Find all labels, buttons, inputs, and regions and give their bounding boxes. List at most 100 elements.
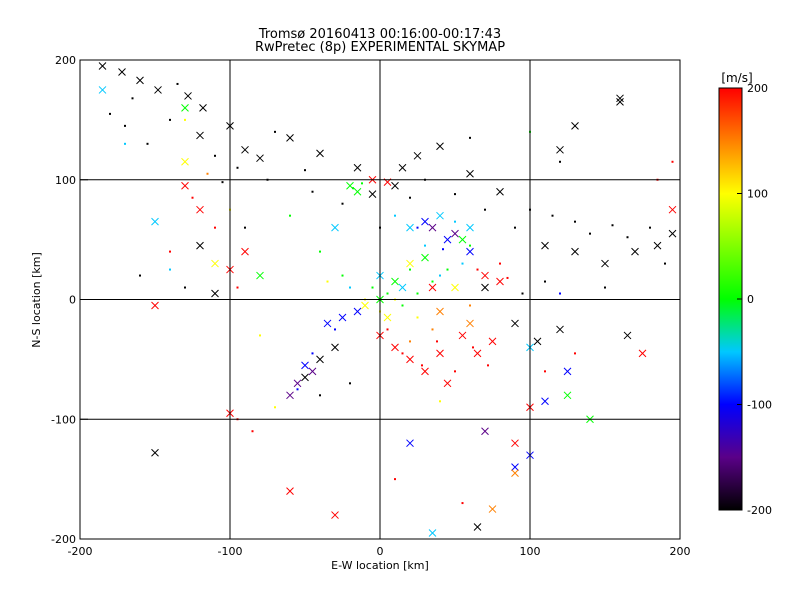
scatter-cross-point xyxy=(184,92,192,100)
scatter-cross-point xyxy=(638,349,647,358)
scatter-cross-point xyxy=(488,337,497,346)
scatter-cross-point xyxy=(443,379,452,388)
scatter-dot-point xyxy=(611,224,614,227)
scatter-cross-point xyxy=(563,391,572,400)
y-tick-label: 100 xyxy=(55,174,76,187)
scatter-cross-point xyxy=(481,427,489,436)
scatter-cross-point xyxy=(428,223,437,232)
x-tick-label: 100 xyxy=(520,545,541,558)
scatter-cross-point xyxy=(623,331,632,340)
scatter-dot-point xyxy=(394,478,396,481)
scatter-cross-point xyxy=(481,283,489,292)
scatter-cross-point xyxy=(331,223,339,232)
scatter-dot-point xyxy=(221,181,224,184)
scatter-cross-point xyxy=(511,469,519,477)
scatter-cross-point xyxy=(211,289,219,298)
scatter-dot-point xyxy=(544,280,546,283)
scatter-cross-point xyxy=(428,529,437,537)
scatter-cross-point xyxy=(563,367,572,376)
scatter-dot-point xyxy=(401,304,404,307)
scatter-dot-point xyxy=(544,370,546,373)
scatter-dot-point xyxy=(431,328,434,331)
scatter-cross-point xyxy=(211,259,219,268)
scatter-cross-point xyxy=(361,301,369,310)
scatter-cross-point xyxy=(181,104,189,112)
scatter-cross-point xyxy=(338,313,347,322)
colorbar-tick-label: 200 xyxy=(747,82,768,95)
scatter-dot-point xyxy=(146,142,149,145)
scatter-cross-point xyxy=(181,181,189,190)
grid-lines xyxy=(80,60,680,539)
y-tick-label: 200 xyxy=(55,54,76,67)
scatter-cross-point xyxy=(436,142,444,151)
colorbar-ticks: 200 100 0 -100 -200 xyxy=(737,82,772,517)
scatter-dot-point xyxy=(386,292,389,295)
scatter-cross-point xyxy=(256,154,264,163)
scatter-cross-point xyxy=(136,76,144,85)
scatter-cross-point xyxy=(286,487,294,495)
scatter-cross-point xyxy=(256,271,264,280)
scatter-dot-point xyxy=(421,364,423,367)
scatter-dot-point xyxy=(334,328,336,331)
scatter-cross-point xyxy=(458,331,467,340)
scatter-cross-point xyxy=(293,379,302,388)
scatter-cross-point xyxy=(98,62,107,70)
scatter-cross-point xyxy=(301,361,309,370)
scatter-cross-point xyxy=(331,511,339,519)
scatter-cross-point xyxy=(436,349,444,358)
scatter-cross-point xyxy=(631,247,639,256)
colorbar-tick-label: 0 xyxy=(747,293,754,306)
scatter-cross-point xyxy=(458,235,467,244)
scatter-cross-point xyxy=(286,391,294,400)
x-tick-label: 200 xyxy=(670,545,691,558)
scatter-dot-point xyxy=(274,406,276,409)
scatter-dot-point xyxy=(394,214,396,217)
scatter-cross-point xyxy=(511,463,519,472)
scatter-dot-point xyxy=(416,316,419,319)
scatter-cross-point xyxy=(196,131,204,140)
scatter-cross-point xyxy=(406,355,414,364)
scatter-cross-point xyxy=(406,223,414,232)
scatter-cross-point xyxy=(398,163,407,172)
scatter-dot-point xyxy=(454,220,456,223)
scatter-cross-point xyxy=(154,86,162,94)
scatter-cross-point xyxy=(308,367,317,376)
scatter-dot-point xyxy=(521,292,524,295)
scatter-dot-point xyxy=(671,160,674,163)
scatter-cross-point xyxy=(496,187,504,196)
scatter-dot-point xyxy=(626,236,629,239)
scatter-cross-point xyxy=(151,301,159,310)
scatter-dot-point xyxy=(124,124,126,127)
scatter-dot-point xyxy=(319,394,321,397)
scatter-dot-point xyxy=(431,280,434,283)
scatter-cross-point xyxy=(473,349,482,358)
scatter-dot-point xyxy=(472,346,474,349)
colorbar-tick-label: -200 xyxy=(747,504,772,517)
scatter-dot-point xyxy=(311,190,314,193)
scatter-dot-point xyxy=(514,226,516,229)
scatter-dot-point xyxy=(349,286,351,289)
scatter-cross-point xyxy=(421,367,429,376)
scatter-dot-point xyxy=(409,268,411,271)
scatter-cross-point xyxy=(316,149,324,158)
scatter-cross-point xyxy=(286,133,294,142)
scatter-cross-point xyxy=(383,313,392,322)
scatter-cross-point xyxy=(481,271,489,280)
scatter-cross-point xyxy=(428,283,437,292)
scatter-cross-point xyxy=(391,343,399,352)
scatter-dot-point xyxy=(259,334,261,337)
scatter-cross-point xyxy=(353,187,362,196)
scatter-dot-point xyxy=(469,304,471,307)
scatter-dot-point xyxy=(416,292,419,295)
scatter-cross-point xyxy=(443,235,452,244)
scatter-dot-point xyxy=(469,136,471,139)
scatter-cross-point xyxy=(398,283,407,292)
scatter-cross-point xyxy=(473,523,482,531)
scatter-dot-point xyxy=(214,226,216,229)
scatter-dot-point xyxy=(236,286,239,289)
colorbar: [m/s] 200 100 0 -100 -200 xyxy=(718,71,772,517)
scatter-cross-point xyxy=(406,439,414,448)
colorbar-tick-label: 100 xyxy=(747,188,768,201)
scatter-dot-point xyxy=(236,166,239,169)
